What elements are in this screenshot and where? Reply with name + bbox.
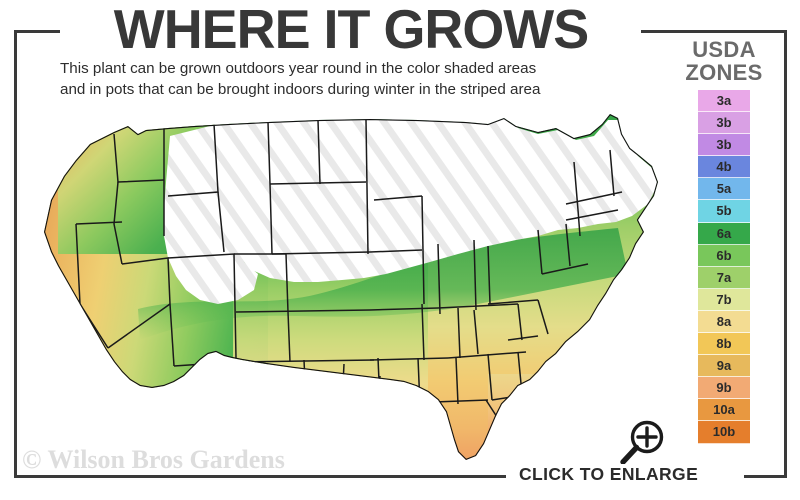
striped-new-england bbox=[566, 150, 630, 214]
legend-swatch-list: 3a 3b 3b 4b 5a 5b 6a 6b 7a 7b 8a 8b 9a 9b 10a 10b bbox=[698, 90, 750, 444]
legend-swatch-9b-13[interactable]: 9b bbox=[698, 377, 750, 400]
legend-title: USDA ZONES bbox=[668, 38, 780, 84]
legend-swatch-3b-1[interactable]: 3b bbox=[698, 112, 750, 135]
legend-swatch-9a-12[interactable]: 9a bbox=[698, 355, 750, 378]
legend-swatch-3b-2[interactable]: 3b bbox=[698, 134, 750, 157]
legend-swatch-6b-7[interactable]: 6b bbox=[698, 244, 750, 267]
subtitle-line-1: This plant can be grown outdoors year ro… bbox=[60, 60, 537, 77]
magnifier-plus-icon[interactable] bbox=[614, 418, 670, 470]
legend-swatch-3a-0[interactable]: 3a bbox=[698, 90, 750, 113]
click-to-enlarge-label[interactable]: CLICK TO ENLARGE bbox=[513, 464, 705, 485]
page-title: WHERE IT GROWS bbox=[113, 0, 589, 60]
watermark: © Wilson Bros Gardens bbox=[22, 445, 285, 474]
striped-cold-region bbox=[214, 118, 658, 282]
striped-great-lakes bbox=[368, 196, 438, 246]
legend-swatch-8a-10[interactable]: 8a bbox=[698, 310, 750, 334]
legend-swatch-8b-11[interactable]: 8b bbox=[698, 333, 750, 356]
frame-border-top-right bbox=[641, 30, 787, 33]
usda-zone-map-svg[interactable] bbox=[18, 104, 678, 464]
map-body bbox=[44, 114, 658, 460]
frame-border-left bbox=[14, 30, 17, 478]
legend-swatch-4b-3[interactable]: 4b bbox=[698, 156, 750, 179]
map-florida-gradient bbox=[488, 374, 558, 460]
legend-swatch-5b-5[interactable]: 5b bbox=[698, 200, 750, 223]
legend-title-line-2: ZONES bbox=[685, 60, 763, 85]
frame-border-bottom-left bbox=[14, 475, 506, 478]
legend-swatch-7a-8[interactable]: 7a bbox=[698, 266, 750, 289]
page-subtitle: This plant can be grown outdoors year ro… bbox=[60, 58, 630, 100]
frame-border-bottom-right bbox=[744, 475, 787, 478]
legend-swatch-10b-15[interactable]: 10b bbox=[698, 421, 750, 444]
usda-zones-legend: USDA ZONES 3a 3b 3b 4b 5a 5b 6a 6b 7a 7b 8a 8b 9a 9b 1… bbox=[668, 38, 780, 444]
legend-swatch-6a-6[interactable]: 6a bbox=[698, 222, 750, 245]
legend-swatch-7b-9[interactable]: 7b bbox=[698, 288, 750, 311]
usda-zone-map[interactable] bbox=[18, 104, 678, 464]
frame-border-top-left bbox=[14, 30, 60, 33]
subtitle-line-2: and in pots that can be brought indoors … bbox=[60, 81, 541, 98]
legend-swatch-5a-4[interactable]: 5a bbox=[698, 178, 750, 201]
legend-swatch-10a-14[interactable]: 10a bbox=[698, 399, 750, 422]
state-borders bbox=[75, 119, 623, 435]
frame-border-right bbox=[784, 30, 787, 478]
legend-title-line-1: USDA bbox=[692, 37, 756, 62]
